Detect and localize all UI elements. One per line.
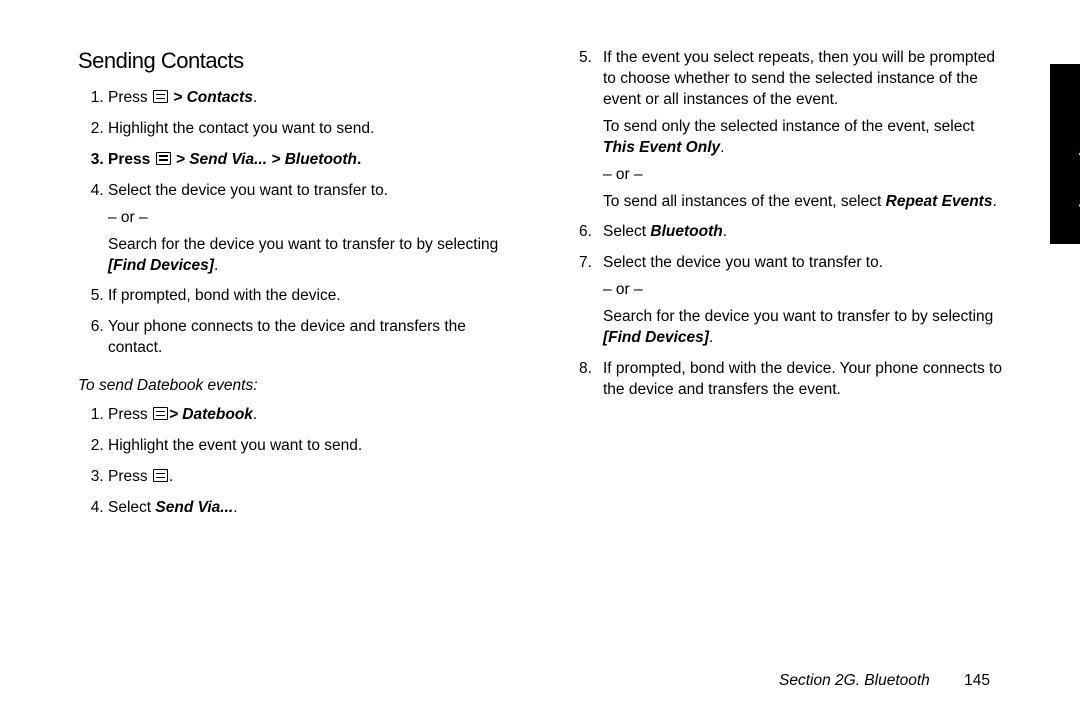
step-text: Search for the device you want to transf… [108, 236, 498, 253]
step-text: [Find Devices] [108, 257, 214, 274]
step-item: Select Send Via.... [108, 498, 513, 519]
menu-icon [153, 469, 168, 482]
step-text: Press [108, 89, 152, 106]
step-text: Send Via... [155, 499, 233, 516]
step-text: . [992, 193, 996, 210]
step-text: Bluetooth [650, 223, 722, 240]
left-column: Sending Contacts Press > Contacts. Highl… [78, 48, 513, 529]
content-columns: Sending Contacts Press > Contacts. Highl… [78, 48, 1008, 529]
page-footer: Section 2G. Bluetooth 145 [779, 672, 990, 690]
step-text: . [233, 499, 237, 516]
menu-icon [156, 152, 171, 165]
sub-heading: To send Datebook events: [78, 377, 513, 395]
step-text: > [169, 406, 182, 423]
step-text: If prompted, bond with the device. [108, 287, 341, 304]
side-tab-bg [1050, 64, 1080, 244]
step-text: Highlight the contact you want to send. [108, 120, 374, 137]
step-text: Datebook [182, 406, 253, 423]
step-text: Contacts [187, 89, 253, 106]
step-item: If prompted, bond with the device. [108, 286, 513, 307]
step-text: > [169, 89, 187, 106]
step-text: Select [108, 499, 155, 516]
step-text: To send all instances of the event, sele… [603, 193, 886, 210]
step-item: Your phone connects to the device and tr… [108, 317, 513, 359]
step-text: Search for the device you want to transf… [603, 308, 993, 325]
step-item: Press > Datebook. [108, 405, 513, 426]
step-item: Press > Contacts. [108, 88, 513, 109]
step-item: Select the device you want to transfer t… [603, 253, 1008, 349]
or-text: – or – [108, 208, 513, 229]
steps-list-2: Press > Datebook. Highlight the event yo… [78, 405, 513, 519]
step-item: Select Bluetooth. [603, 222, 1008, 243]
step-text: Select the device you want to transfer t… [108, 182, 388, 199]
step-item: If prompted, bond with the device. Your … [603, 359, 1008, 401]
step-text: This Event Only [603, 139, 720, 156]
step-text: . [357, 151, 361, 168]
step-item: If the event you select repeats, then yo… [603, 48, 1008, 212]
step-text: . [169, 468, 173, 485]
step-item: Select the device you want to transfer t… [108, 181, 513, 277]
step-text: . [214, 257, 218, 274]
steps-list-3: If the event you select repeats, then yo… [573, 48, 1008, 401]
step-text: . [253, 406, 257, 423]
footer-page-number: 145 [964, 672, 990, 689]
step-text: Repeat Events [886, 193, 993, 210]
step-item: Highlight the contact you want to send. [108, 119, 513, 140]
step-text: To send only the selected instance of th… [603, 118, 974, 135]
step-subtext: To send only the selected instance of th… [603, 117, 1008, 159]
step-subtext: To send all instances of the event, sele… [603, 192, 1008, 213]
step-subtext: Search for the device you want to transf… [603, 307, 1008, 349]
step-text: Your phone connects to the device and tr… [108, 318, 466, 356]
step-item: Press > Send Via... > Bluetooth. [108, 150, 513, 171]
or-text: – or – [603, 280, 1008, 301]
step-text: Press [108, 151, 155, 168]
menu-icon [153, 90, 168, 103]
step-text: > [172, 151, 190, 168]
right-column: If the event you select repeats, then yo… [573, 48, 1008, 529]
step-text: . [723, 223, 727, 240]
step-text: Select [603, 223, 650, 240]
step-text: . [709, 329, 713, 346]
step-text: Press [108, 406, 152, 423]
section-heading: Sending Contacts [78, 48, 513, 74]
step-text: . [253, 89, 257, 106]
step-text: Highlight the event you want to send. [108, 437, 362, 454]
step-text: If prompted, bond with the device. Your … [603, 360, 1002, 398]
step-subtext: Search for the device you want to transf… [108, 235, 513, 277]
footer-section: Section 2G. Bluetooth [779, 672, 930, 689]
or-text: – or – [603, 165, 1008, 186]
step-item: Highlight the event you want to send. [108, 436, 513, 457]
step-text: [Find Devices] [603, 329, 709, 346]
step-text: Send Via... > Bluetooth [189, 151, 357, 168]
step-text: If the event you select repeats, then yo… [603, 49, 995, 108]
step-text: Press [108, 468, 152, 485]
step-text: Select the device you want to transfer t… [603, 254, 883, 271]
step-text: . [720, 139, 724, 156]
menu-icon [153, 407, 168, 420]
steps-list-1: Press > Contacts. Highlight the contact … [78, 88, 513, 359]
step-item: Press . [108, 467, 513, 488]
manual-page: Bluetooth Sending Contacts Press > Conta… [0, 0, 1080, 720]
